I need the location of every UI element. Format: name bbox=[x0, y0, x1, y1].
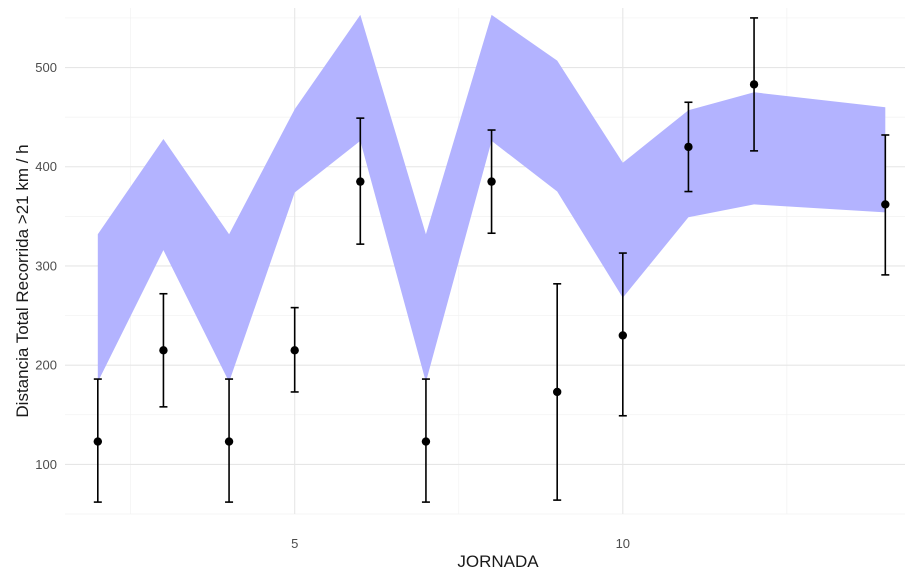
data-point bbox=[290, 346, 299, 355]
x-tick-labels: 5 10 bbox=[291, 536, 630, 551]
y-tick-label: 400 bbox=[35, 159, 57, 174]
data-point bbox=[224, 437, 234, 446]
data-point bbox=[356, 177, 365, 186]
x-tick-label: 5 bbox=[291, 536, 298, 551]
data-point bbox=[684, 142, 693, 152]
data-point bbox=[552, 387, 562, 397]
data-point bbox=[93, 437, 103, 446]
ribbon-band bbox=[97, 14, 886, 383]
data-point bbox=[487, 177, 496, 186]
data-point bbox=[421, 437, 431, 446]
y-tick-label: 200 bbox=[35, 358, 57, 373]
y-tick-label: 300 bbox=[35, 258, 57, 273]
data-point bbox=[159, 346, 168, 355]
y-axis-title: Distancia Total Recorrida >21 km / h bbox=[13, 144, 32, 417]
x-axis-title: JORNADA bbox=[457, 552, 539, 571]
y-tick-labels: 100 200 300 400 500 bbox=[35, 60, 57, 472]
data-points bbox=[93, 80, 890, 446]
y-tick-label: 500 bbox=[35, 60, 57, 75]
x-tick-label: 10 bbox=[616, 536, 630, 551]
data-point bbox=[881, 200, 890, 209]
y-tick-label: 100 bbox=[35, 457, 57, 472]
confidence-band bbox=[97, 14, 886, 383]
data-point bbox=[749, 80, 759, 89]
data-point bbox=[618, 331, 628, 340]
